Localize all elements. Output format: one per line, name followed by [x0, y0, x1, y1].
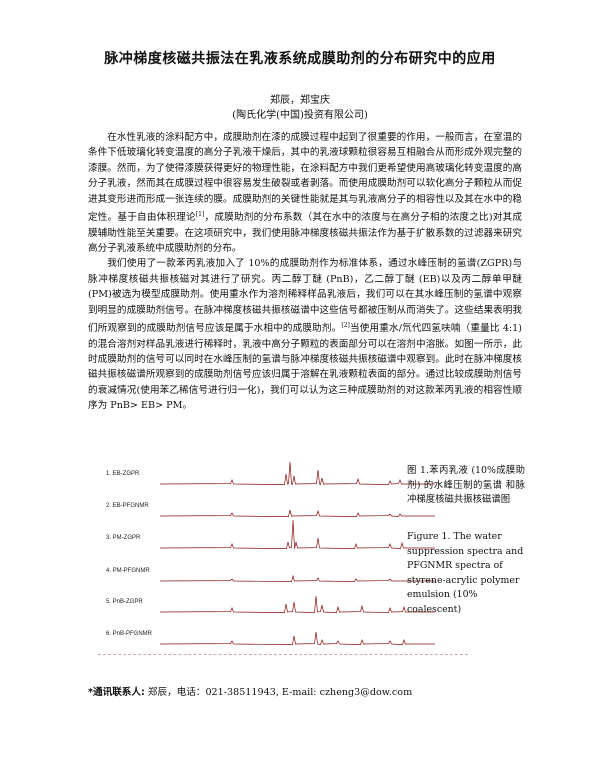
spectrum-trace-3: [159, 519, 435, 549]
spectrum-trace-1: [159, 461, 435, 486]
spectrum-trace-4: [159, 574, 435, 582]
paper-affiliation: (陶氏化学(中国)投资有限公司): [232, 110, 368, 121]
paragraph-1: 在水性乳液的涂料配方中，成膜助剂在漆的成膜过程中起到了很重要的作用，一般而言，在…: [88, 130, 522, 256]
contact-text: 郑辰，电话：021-38511943, E-mail: czheng3@dow.…: [144, 687, 413, 698]
figure-caption-chinese: 图 1.苯丙乳液 (10%成膜助剂) 的水峰压制的氢谱 和脉冲梯度核磁共振核磁谱…: [407, 465, 525, 506]
trace-label-4: 4. PM-PFGNMR: [106, 568, 150, 574]
paragraph-1-text-a: 在水性乳液的涂料配方中，成膜助剂在漆的成膜过程中起到了很重要的作用，一般而言，在…: [88, 132, 522, 224]
paper-title: 脉冲梯度核磁共振法在乳液系统成膜助剂的分布研究中的应用: [104, 51, 496, 67]
paragraph-2-text-a: 我们使用了一款苯丙乳液加入了 10%的成膜助剂作为标准体系，通过水峰压制的氢谱(…: [88, 258, 522, 335]
trace-label-6: 6. PnB-PFGNMR: [106, 631, 153, 637]
nmr-spectra-figure: 1. EB-ZGPR 2. EB-PFGNMR 3. PM-ZGPR 4. PM…: [90, 458, 490, 668]
trace-label-5: 5. PnB-ZGPR: [106, 599, 143, 605]
spectrum-trace-2: [159, 509, 435, 517]
contact-label: *通讯联系人:: [88, 687, 145, 698]
figure-caption-english: Figure 1. The water suppression spectra …: [407, 531, 524, 615]
paragraph-2-text-b: 当使用重水/氘代四氢呋喃（重量比 4:1)的混合溶剂对样品乳液进行稀释时，乳液中…: [88, 323, 522, 412]
paper-authors: 郑辰，郑宝庆: [270, 95, 330, 106]
spectra-axis: [98, 654, 468, 655]
trace-label-2: 2. EB-PFGNMR: [106, 503, 149, 509]
spectrum-trace-6: [159, 631, 435, 646]
corresponding-author: *通讯联系人: 郑辰，电话：021-38511943, E-mail: czhe…: [88, 684, 528, 698]
trace-label-3: 3. PM-ZGPR: [106, 535, 141, 541]
paragraph-2: 我们使用了一款苯丙乳液加入了 10%的成膜助剂作为标准体系，通过水峰压制的氢谱(…: [88, 256, 522, 413]
trace-label-1: 1. EB-ZGPR: [106, 471, 140, 477]
citation-1: [1]: [195, 211, 205, 219]
paragraph-1-text-b: ，成膜助剂的分布系数（其在水中的浓度与在高分子相的浓度之比)对其成膜辅助性能至关…: [88, 212, 522, 255]
paper-body: 在水性乳液的涂料配方中，成膜助剂在漆的成膜过程中起到了很重要的作用，一般而言，在…: [88, 130, 522, 414]
citation-2: [2]: [341, 322, 350, 330]
spectrum-trace-5: [159, 595, 435, 613]
spectra-traces: [159, 461, 435, 646]
